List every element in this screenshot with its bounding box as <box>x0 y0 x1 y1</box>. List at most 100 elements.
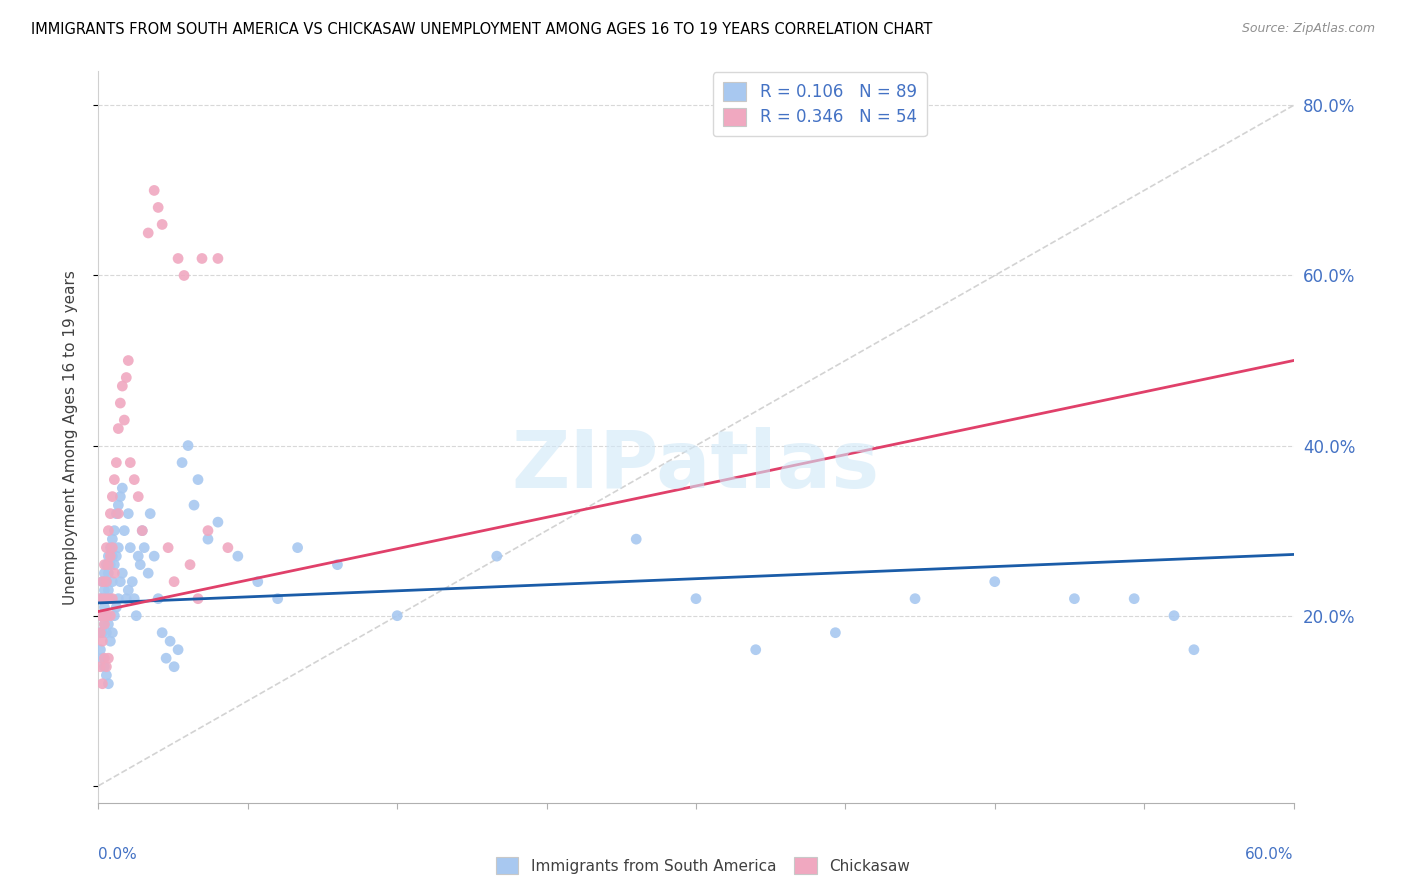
Point <box>626 532 648 546</box>
Point <box>89 591 111 606</box>
Point <box>89 608 111 623</box>
Point <box>173 268 195 283</box>
Point <box>91 625 114 640</box>
Point <box>112 413 135 427</box>
Point <box>134 541 156 555</box>
Point <box>115 591 138 606</box>
Point <box>139 507 162 521</box>
Point <box>97 617 120 632</box>
Point <box>183 498 205 512</box>
Point <box>93 617 115 632</box>
Point <box>97 524 120 538</box>
Point <box>103 524 125 538</box>
Point <box>96 574 118 589</box>
Point <box>96 608 118 623</box>
Text: Source: ZipAtlas.com: Source: ZipAtlas.com <box>1241 22 1375 36</box>
Point <box>191 252 214 266</box>
Point <box>127 549 149 563</box>
Point <box>103 473 125 487</box>
Point <box>97 549 120 563</box>
Point <box>167 252 190 266</box>
Point <box>89 608 111 623</box>
Point <box>1182 642 1205 657</box>
Point <box>96 541 118 555</box>
Point <box>107 541 129 555</box>
Point <box>159 634 181 648</box>
Point <box>1163 608 1185 623</box>
Point <box>143 183 166 197</box>
Point <box>110 490 132 504</box>
Text: 60.0%: 60.0% <box>1246 847 1294 862</box>
Point <box>110 574 132 589</box>
Point <box>125 608 148 623</box>
Point <box>131 524 153 538</box>
Point <box>485 549 508 563</box>
Point <box>107 421 129 435</box>
Point <box>89 625 111 640</box>
Point <box>97 583 120 598</box>
Point <box>96 574 118 589</box>
Point <box>267 591 290 606</box>
Point <box>148 591 170 606</box>
Point <box>124 473 146 487</box>
Point <box>287 541 309 555</box>
Point <box>101 532 124 546</box>
Point <box>124 591 146 606</box>
Point <box>91 677 114 691</box>
Point <box>101 574 124 589</box>
Point <box>91 608 114 623</box>
Point <box>98 634 122 648</box>
Point <box>105 600 128 615</box>
Point <box>98 608 122 623</box>
Point <box>111 566 134 581</box>
Point <box>167 642 190 657</box>
Point <box>121 574 143 589</box>
Point <box>93 583 115 598</box>
Point <box>150 218 173 232</box>
Point <box>131 524 153 538</box>
Point <box>96 659 118 673</box>
Point <box>105 456 128 470</box>
Point <box>207 252 229 266</box>
Point <box>226 549 249 563</box>
Point <box>91 574 114 589</box>
Point <box>177 439 200 453</box>
Point <box>101 549 124 563</box>
Point <box>197 532 219 546</box>
Point <box>89 625 111 640</box>
Point <box>1123 591 1146 606</box>
Point <box>93 600 115 615</box>
Point <box>105 507 128 521</box>
Point <box>115 370 138 384</box>
Point <box>93 591 115 606</box>
Point <box>93 659 115 673</box>
Point <box>187 473 209 487</box>
Point <box>93 617 115 632</box>
Point <box>163 659 186 673</box>
Point <box>129 558 152 572</box>
Point <box>91 591 114 606</box>
Y-axis label: Unemployment Among Ages 16 to 19 years: Unemployment Among Ages 16 to 19 years <box>63 269 77 605</box>
Point <box>103 566 125 581</box>
Point <box>97 651 120 665</box>
Point <box>246 574 269 589</box>
Point <box>120 541 142 555</box>
Point <box>97 591 120 606</box>
Point <box>91 608 114 623</box>
Point <box>155 651 177 665</box>
Point <box>179 558 201 572</box>
Point <box>136 566 159 581</box>
Point <box>117 353 139 368</box>
Text: ZIPatlas: ZIPatlas <box>512 427 880 506</box>
Point <box>89 591 111 606</box>
Text: 0.0%: 0.0% <box>98 847 138 862</box>
Point <box>97 558 120 572</box>
Point <box>385 608 409 623</box>
Point <box>98 507 122 521</box>
Point <box>96 558 118 572</box>
Point <box>91 651 114 665</box>
Point <box>98 549 122 563</box>
Point <box>105 549 128 563</box>
Legend: Immigrants from South America, Chickasaw: Immigrants from South America, Chickasaw <box>489 851 917 880</box>
Point <box>96 625 118 640</box>
